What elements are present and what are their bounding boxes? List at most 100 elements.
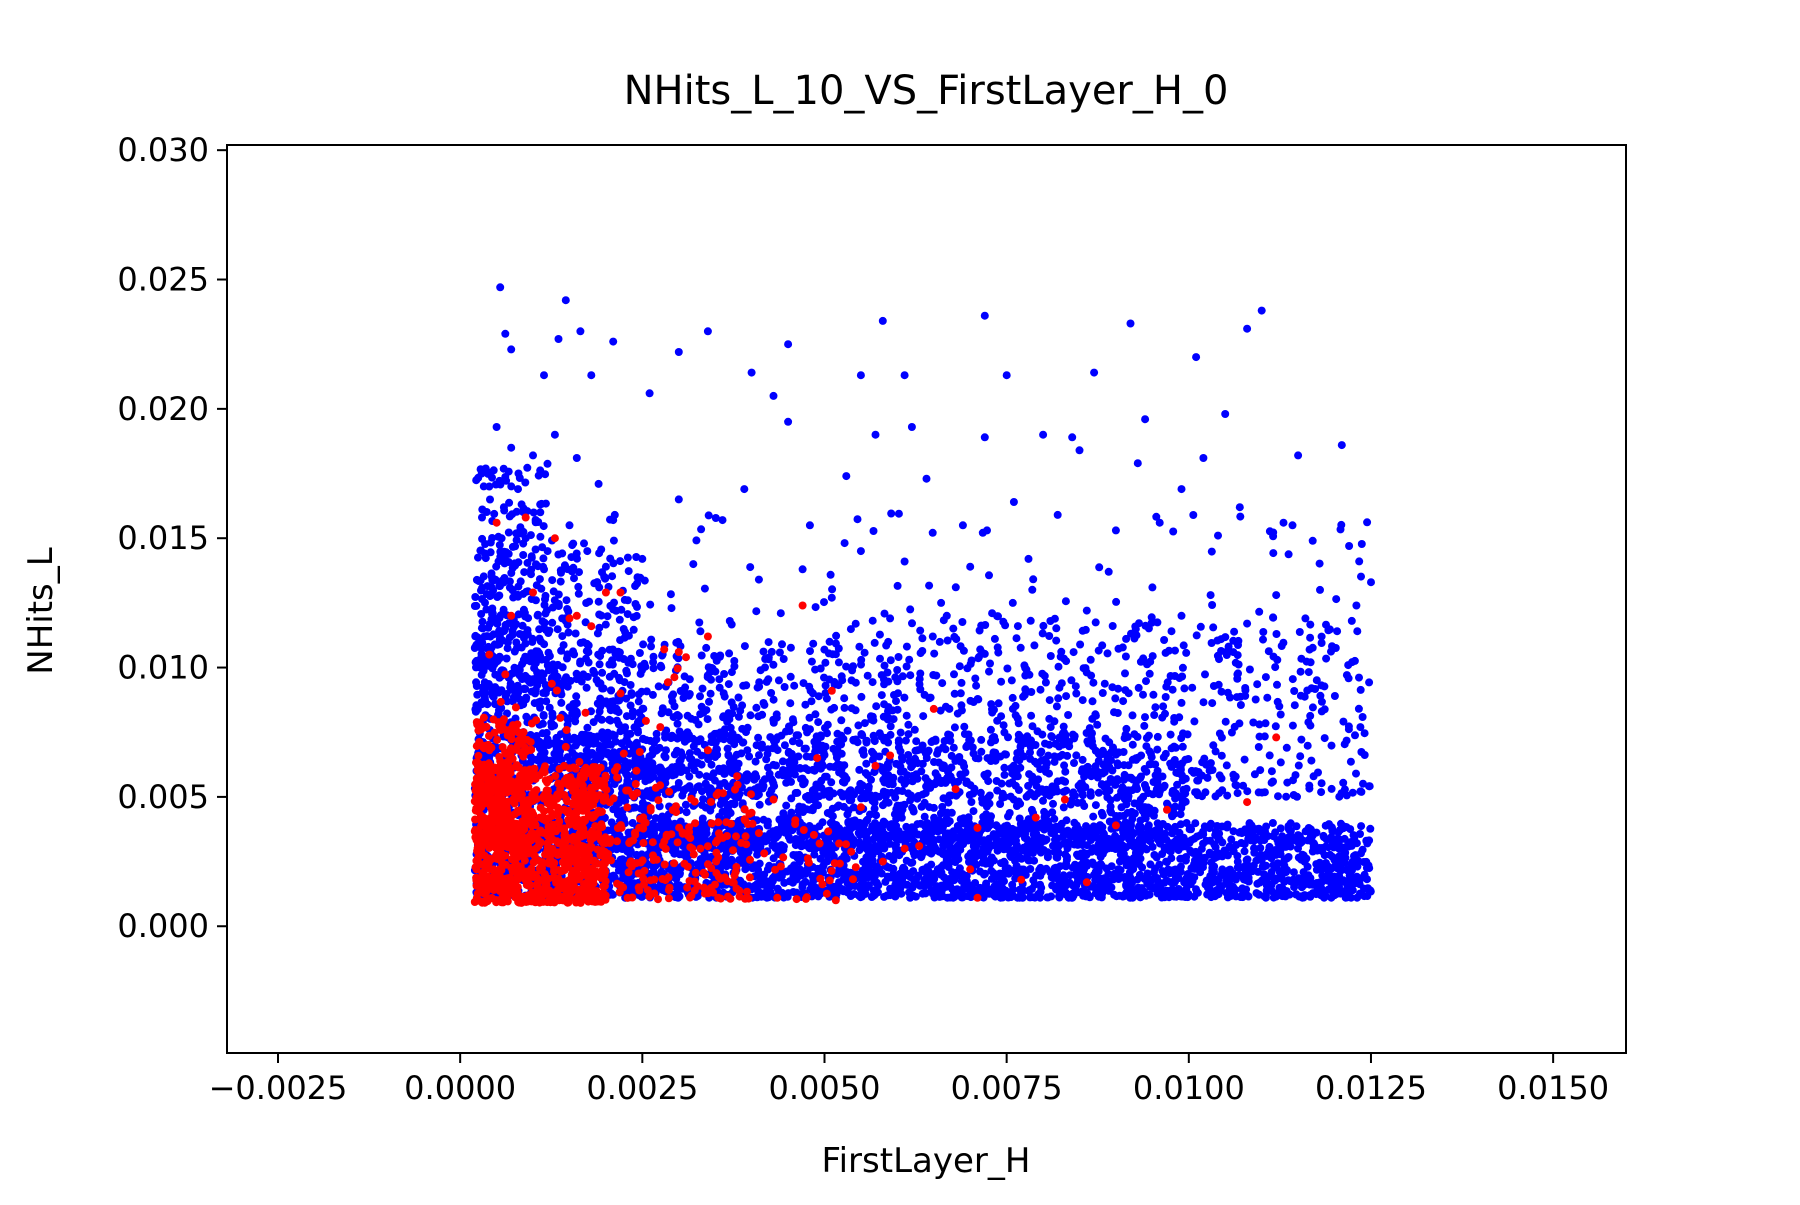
data-point xyxy=(649,862,658,871)
data-point xyxy=(1037,883,1046,892)
data-point xyxy=(640,805,649,813)
data-point xyxy=(1122,880,1131,889)
data-point xyxy=(1050,874,1058,882)
data-point xyxy=(1356,830,1364,838)
data-point xyxy=(1325,820,1333,829)
data-point xyxy=(545,703,554,712)
data-point xyxy=(764,675,773,684)
data-point xyxy=(1011,838,1020,847)
data-point xyxy=(474,553,482,562)
data-point xyxy=(906,796,915,805)
data-point xyxy=(759,647,768,656)
data-point xyxy=(562,596,571,605)
data-point xyxy=(768,877,777,885)
data-point xyxy=(1147,760,1156,768)
data-point xyxy=(807,657,816,666)
data-point xyxy=(1136,795,1145,804)
data-point xyxy=(1160,893,1169,902)
data-point xyxy=(639,735,648,744)
data-point xyxy=(1187,864,1196,873)
data-point xyxy=(754,783,763,792)
data-point xyxy=(985,834,994,843)
data-point xyxy=(1078,755,1087,764)
data-point xyxy=(816,854,825,863)
data-point xyxy=(1294,853,1303,862)
data-point xyxy=(826,762,834,771)
data-point xyxy=(1177,835,1186,844)
data-point xyxy=(732,750,741,759)
data-point xyxy=(924,746,933,755)
data-point xyxy=(886,722,895,731)
data-point xyxy=(1066,800,1075,809)
data-point xyxy=(822,694,831,703)
data-point xyxy=(1229,873,1238,882)
data-point xyxy=(821,724,829,732)
y-axis-label: NHits_L xyxy=(21,547,61,674)
data-point xyxy=(776,871,785,879)
data-point xyxy=(648,745,657,754)
data-point xyxy=(880,680,889,689)
data-point xyxy=(843,726,852,735)
data-point xyxy=(809,876,818,885)
data-point xyxy=(624,567,633,576)
data-point xyxy=(1268,846,1277,855)
data-point xyxy=(998,844,1007,853)
data-point xyxy=(709,769,718,778)
data-point xyxy=(1171,877,1180,886)
data-point xyxy=(798,803,807,812)
data-point xyxy=(763,749,772,758)
data-point xyxy=(651,814,660,823)
data-point xyxy=(1168,812,1177,821)
data-point xyxy=(1024,815,1033,824)
data-point xyxy=(943,819,952,827)
data-point xyxy=(682,853,691,862)
data-point xyxy=(1077,837,1086,846)
data-point xyxy=(631,803,640,812)
data-point xyxy=(755,800,764,809)
data-point xyxy=(647,763,656,771)
data-point xyxy=(885,852,894,860)
data-point xyxy=(1366,824,1375,833)
data-point xyxy=(828,818,837,827)
data-point xyxy=(1039,796,1047,805)
data-point xyxy=(883,760,892,768)
data-point xyxy=(739,880,748,889)
data-point xyxy=(1192,888,1201,896)
data-point xyxy=(646,736,655,745)
data-point xyxy=(888,780,897,789)
data-point xyxy=(698,684,707,693)
data-point xyxy=(880,661,889,670)
data-point xyxy=(1297,883,1306,892)
data-point xyxy=(857,655,866,664)
data-point xyxy=(1153,827,1162,836)
data-point xyxy=(1171,865,1180,874)
data-point xyxy=(719,689,728,698)
data-point xyxy=(1357,822,1366,831)
data-point xyxy=(1031,842,1040,851)
data-point xyxy=(1136,827,1145,836)
data-point xyxy=(998,877,1007,886)
data-point xyxy=(872,702,881,711)
data-point xyxy=(813,761,822,769)
data-point xyxy=(786,643,795,652)
data-point xyxy=(778,640,786,649)
data-point xyxy=(758,740,766,749)
data-point xyxy=(1150,851,1159,859)
data-point xyxy=(1139,836,1148,845)
data-point xyxy=(1330,855,1339,864)
data-point xyxy=(920,812,929,821)
data-point xyxy=(948,835,957,844)
data-point xyxy=(818,818,827,827)
data-point xyxy=(1037,867,1046,876)
data-point xyxy=(1121,818,1130,827)
data-point xyxy=(948,868,957,877)
data-point xyxy=(707,664,716,672)
data-point xyxy=(1335,835,1344,844)
data-point xyxy=(787,794,796,803)
data-point xyxy=(920,882,929,891)
data-point xyxy=(1119,841,1127,850)
data-point xyxy=(1348,857,1357,866)
data-point xyxy=(1240,847,1249,856)
data-point xyxy=(1225,842,1234,851)
data-point xyxy=(820,673,828,682)
